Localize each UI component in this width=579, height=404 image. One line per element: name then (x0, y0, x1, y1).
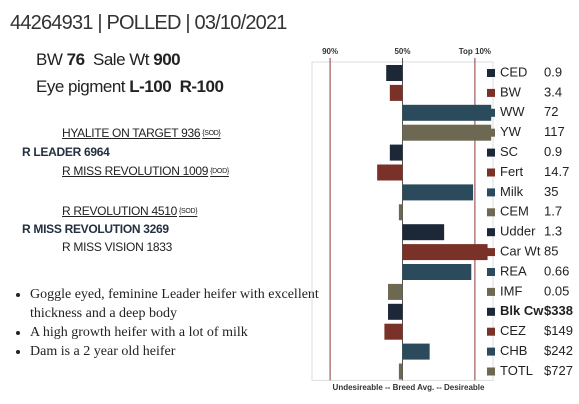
trait-label: Car Wt (500, 244, 541, 259)
pedigree-entry: R MISS REVOLUTION 3269 (22, 222, 169, 236)
trait-label: CHB (500, 343, 527, 358)
weights: BW 76 Sale Wt 900 (36, 50, 181, 70)
trait-label: CEZ (500, 323, 526, 338)
epd-value: 0.66 (544, 263, 569, 278)
tag: {SOD} (202, 130, 221, 137)
trait-label: Blk Cw (500, 303, 544, 318)
eye-label: Eye pigment (36, 77, 126, 96)
notes: Goggle eyed, feminine Leader heifer with… (12, 285, 320, 361)
epd-value: $242 (544, 343, 573, 358)
bw-label: BW (36, 50, 63, 69)
pedigree-entry: R MISS REVOLUTION 1009 {DOD} (62, 164, 229, 178)
legend-swatch (487, 148, 495, 157)
trait-label: BW (500, 84, 522, 99)
x-axis-label: Undesireable -- Breed Avg. -- Desireable (333, 383, 485, 392)
pedigree-entry: R MISS VISION 1833 (62, 240, 172, 254)
bar (388, 303, 403, 320)
x-tick-label: 50% (394, 47, 410, 56)
trait-label: CEM (500, 204, 529, 219)
legend-swatch (487, 268, 495, 276)
note: A high growth heifer with a lot of milk (30, 323, 320, 342)
legend-swatch (487, 188, 495, 197)
eye: Eye pigment L-100 R-100 (36, 77, 224, 97)
bar (402, 124, 492, 141)
trait-label: TOTL (500, 363, 533, 378)
trait-label: YW (500, 124, 522, 139)
legend-swatch (487, 69, 495, 77)
legend-swatch (487, 108, 495, 117)
legend-swatch (487, 128, 495, 137)
epd-value: 3.4 (544, 84, 562, 99)
pedigree-entry: HYALITE ON TARGET 936 {SOD} (62, 126, 221, 140)
legend-swatch (487, 88, 495, 97)
x-tick-label: Top 10% (459, 47, 491, 56)
pedigree-entry: R LEADER 6964 (22, 145, 110, 159)
bar (388, 283, 403, 300)
eye-left: L-100 (129, 77, 172, 96)
legend-swatch (487, 347, 495, 356)
epd-value: 14.7 (544, 164, 569, 179)
epd-value: 0.9 (544, 144, 562, 159)
epd-value: 1.3 (544, 224, 562, 239)
trait-label: Fert (500, 164, 524, 179)
name: HYALITE ON TARGET 936 (62, 126, 201, 140)
bar (402, 244, 488, 261)
eye-right: R-100 (179, 77, 224, 96)
epd-value: 0.9 (544, 64, 562, 79)
bar (402, 224, 445, 241)
pedigree-entry: R REVOLUTION 4510 {SOD} (62, 204, 198, 218)
epd-value: $727 (544, 363, 573, 378)
trait-label: Udder (500, 224, 536, 239)
legend-swatch (487, 367, 495, 376)
bar (402, 343, 430, 360)
bar (386, 65, 403, 81)
epd-value: $338 (544, 303, 573, 318)
bar (377, 164, 403, 181)
bar (398, 204, 403, 221)
legend-swatch (487, 248, 495, 257)
bw: 76 (66, 50, 85, 69)
legend-swatch (487, 228, 495, 237)
note: Goggle eyed, feminine Leader heifer with… (30, 285, 320, 323)
name: R REVOLUTION 4510 (62, 204, 177, 218)
trait-label: Milk (500, 184, 524, 199)
trait-label: IMF (500, 283, 522, 298)
lot-header: 44264931 | POLLED | 03/10/2021 (10, 12, 287, 34)
bar (402, 104, 492, 121)
epd-value: 35 (544, 184, 558, 199)
epd-value: 1.7 (544, 204, 562, 219)
name: R MISS REVOLUTION 1009 (62, 164, 209, 178)
legend-swatch (487, 168, 495, 177)
bar (402, 264, 472, 280)
trait-label: SC (500, 144, 518, 159)
bar (384, 323, 403, 340)
legend-swatch (487, 327, 495, 336)
trait-label: WW (500, 104, 525, 119)
bar (389, 144, 403, 161)
sale-wt: 900 (153, 50, 181, 69)
tag: {DOD} (210, 168, 229, 175)
trait-label: REA (500, 263, 527, 278)
note: Dam is a 2 year old heifer (30, 342, 320, 361)
epd-value: 85 (544, 244, 558, 259)
legend-swatch (487, 208, 495, 217)
epd-value: 117 (544, 124, 565, 139)
epd-value: $149 (544, 323, 573, 338)
epd-value: 72 (544, 104, 558, 119)
sale-wt-label: Sale Wt (93, 50, 150, 69)
bar (389, 84, 403, 101)
x-tick-label: 90% (322, 47, 338, 56)
trait-label: CED (500, 64, 527, 79)
bar (402, 184, 474, 201)
legend-swatch (487, 307, 495, 316)
bar (398, 363, 403, 380)
tag: {SOD} (178, 208, 198, 215)
epd-value: 0.05 (544, 283, 569, 298)
legend-swatch (487, 287, 495, 296)
